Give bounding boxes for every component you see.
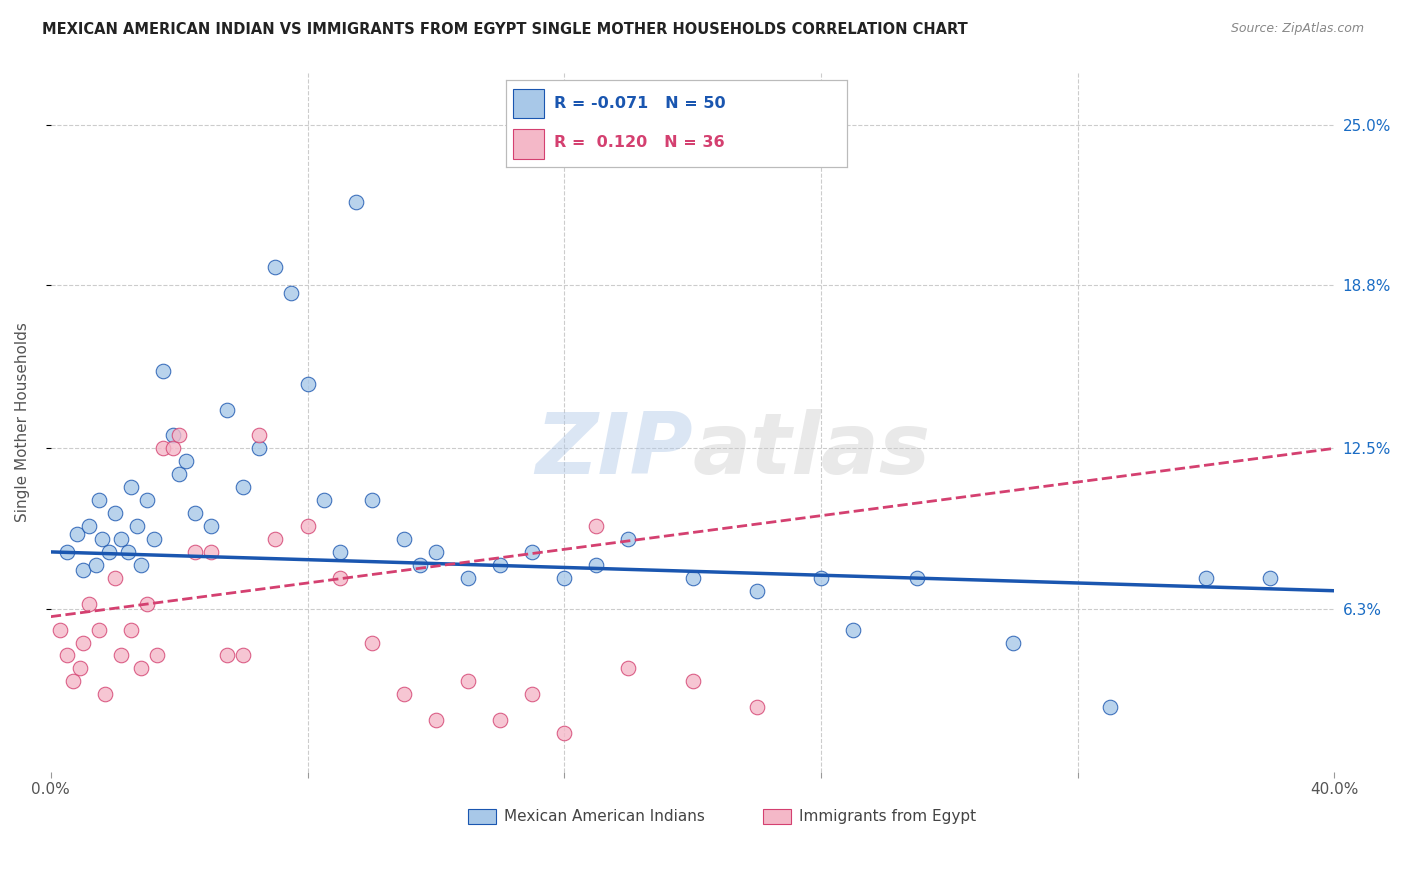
Point [297, 376, 319, 391]
Text: ZIP: ZIP [534, 409, 693, 491]
Point [69, 661, 91, 675]
Point [142, 532, 165, 546]
Point [1195, 571, 1218, 585]
Point [682, 674, 704, 689]
Point [457, 571, 479, 585]
Point [329, 571, 352, 585]
Point [136, 493, 159, 508]
Bar [468, 809, 496, 824]
Point [392, 532, 415, 546]
Text: MEXICAN AMERICAN INDIAN VS IMMIGRANTS FROM EGYPT SINGLE MOTHER HOUSEHOLDS CORREL: MEXICAN AMERICAN INDIAN VS IMMIGRANTS FR… [42, 22, 967, 37]
Point [152, 442, 174, 456]
Point [247, 442, 270, 456]
Point [585, 558, 607, 572]
Point [127, 519, 149, 533]
Point [617, 532, 640, 546]
Point [520, 687, 543, 701]
Point [1098, 700, 1121, 714]
Point [49, 623, 72, 637]
Point [360, 635, 382, 649]
Point [745, 583, 768, 598]
Point [810, 571, 832, 585]
Text: Mexican American Indians: Mexican American Indians [503, 808, 704, 823]
Point [72, 563, 94, 577]
Point [97, 545, 120, 559]
Point [329, 545, 352, 559]
Point [1002, 635, 1025, 649]
Point [617, 661, 640, 675]
Point [392, 687, 415, 701]
Point [409, 558, 432, 572]
Point [297, 519, 319, 533]
Point [1258, 571, 1281, 585]
Point [87, 623, 110, 637]
Point [489, 713, 512, 727]
Point [264, 532, 287, 546]
Point [120, 480, 142, 494]
Point [87, 493, 110, 508]
Point [162, 442, 184, 456]
Point [104, 506, 127, 520]
Point [425, 545, 447, 559]
Point [174, 454, 197, 468]
Point [152, 364, 174, 378]
Point [110, 648, 132, 663]
Point [117, 545, 139, 559]
Point [553, 726, 575, 740]
Point [217, 648, 239, 663]
Point [200, 519, 222, 533]
Point [217, 402, 239, 417]
Point [360, 493, 382, 508]
Point [62, 674, 84, 689]
Point [110, 532, 132, 546]
Point [200, 545, 222, 559]
Point [553, 571, 575, 585]
Point [72, 635, 94, 649]
Point [585, 519, 607, 533]
Point [247, 428, 270, 442]
Point [162, 428, 184, 442]
Point [232, 648, 254, 663]
Point [120, 623, 142, 637]
Point [94, 687, 117, 701]
Point [56, 545, 79, 559]
Point [184, 545, 207, 559]
Point [520, 545, 543, 559]
Point [184, 506, 207, 520]
Point [842, 623, 865, 637]
Text: Immigrants from Egypt: Immigrants from Egypt [799, 808, 976, 823]
Point [91, 532, 114, 546]
Point [312, 493, 335, 508]
Point [136, 597, 159, 611]
Text: atlas: atlas [693, 409, 931, 491]
Point [145, 648, 167, 663]
Point [65, 526, 87, 541]
Point [745, 700, 768, 714]
Point [264, 260, 287, 274]
Point [167, 467, 190, 482]
Point [79, 597, 101, 611]
Point [344, 195, 367, 210]
Point [79, 519, 101, 533]
Point [232, 480, 254, 494]
Point [84, 558, 107, 572]
Point [129, 558, 152, 572]
Y-axis label: Single Mother Households: Single Mother Households [15, 323, 30, 523]
Point [56, 648, 79, 663]
Point [489, 558, 512, 572]
Point [104, 571, 127, 585]
Text: Source: ZipAtlas.com: Source: ZipAtlas.com [1230, 22, 1364, 36]
Point [280, 286, 302, 301]
Point [167, 428, 190, 442]
Point [682, 571, 704, 585]
Bar [763, 809, 792, 824]
Point [129, 661, 152, 675]
Point [457, 674, 479, 689]
Point [905, 571, 928, 585]
Point [425, 713, 447, 727]
